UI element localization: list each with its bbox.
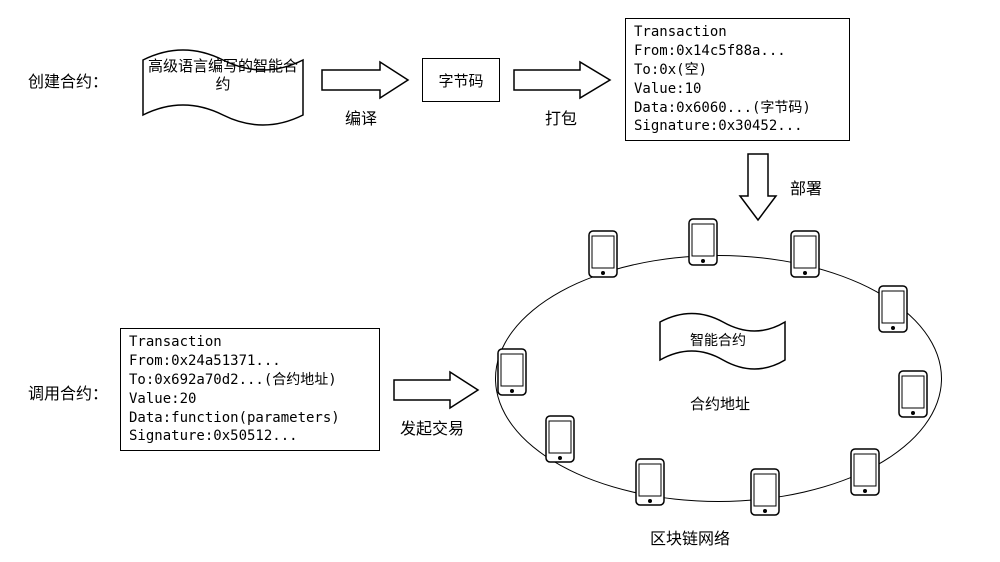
- tx1-to: To:0x(空): [634, 61, 841, 80]
- arrow-package: [512, 60, 612, 100]
- invoke-contract-label: 调用合约：: [28, 380, 108, 404]
- arrow-deploy: [738, 152, 778, 222]
- initiate-tx-label: 发起交易: [400, 415, 464, 439]
- transaction-invoke-box: Transaction From:0x24a51371... To:0x692a…: [120, 328, 380, 451]
- tx1-from: From:0x14c5f88a...: [634, 42, 841, 61]
- phone-node-icon: [635, 458, 665, 506]
- tx2-data: Data:function(parameters): [129, 409, 371, 428]
- contract-address-label: 合约地址: [690, 393, 750, 414]
- phone-node-icon: [588, 230, 618, 278]
- deploy-label: 部署: [790, 175, 822, 199]
- bytecode-box: 字节码: [422, 58, 500, 102]
- tx2-value: Value:20: [129, 390, 371, 409]
- tx2-title: Transaction: [129, 333, 371, 352]
- phone-node-icon: [898, 370, 928, 418]
- tx1-sig: Signature:0x30452...: [634, 117, 841, 136]
- compile-label: 编译: [345, 105, 377, 129]
- blockchain-network-label: 区块链网络: [650, 525, 730, 549]
- tx1-title: Transaction: [634, 23, 841, 42]
- phone-node-icon: [790, 230, 820, 278]
- transaction-create-box: Transaction From:0x14c5f88a... To:0x(空) …: [625, 18, 850, 141]
- diagram-canvas: 创建合约： 调用合约： 高级语言编写的智能合约 编译 字节码 打包 Transa…: [0, 0, 1000, 562]
- phone-node-icon: [688, 218, 718, 266]
- tx1-data: Data:0x6060...(字节码): [634, 99, 841, 118]
- tx2-sig: Signature:0x50512...: [129, 427, 371, 446]
- phone-node-icon: [850, 448, 880, 496]
- create-contract-label: 创建合约：: [28, 68, 108, 92]
- tx2-to: To:0x692a70d2...(合约地址): [129, 371, 371, 390]
- phone-node-icon: [878, 285, 908, 333]
- smart-contract-text: 智能合约: [690, 330, 746, 350]
- phone-node-icon: [750, 468, 780, 516]
- scroll-source-text: 高级语言编写的智能合约: [148, 58, 298, 94]
- phone-node-icon: [545, 415, 575, 463]
- tx2-from: From:0x24a51371...: [129, 352, 371, 371]
- bytecode-text: 字节码: [438, 70, 483, 91]
- arrow-compile: [320, 60, 410, 100]
- arrow-initiate: [392, 370, 480, 410]
- phone-node-icon: [497, 348, 527, 396]
- tx1-value: Value:10: [634, 80, 841, 99]
- package-label: 打包: [545, 105, 577, 129]
